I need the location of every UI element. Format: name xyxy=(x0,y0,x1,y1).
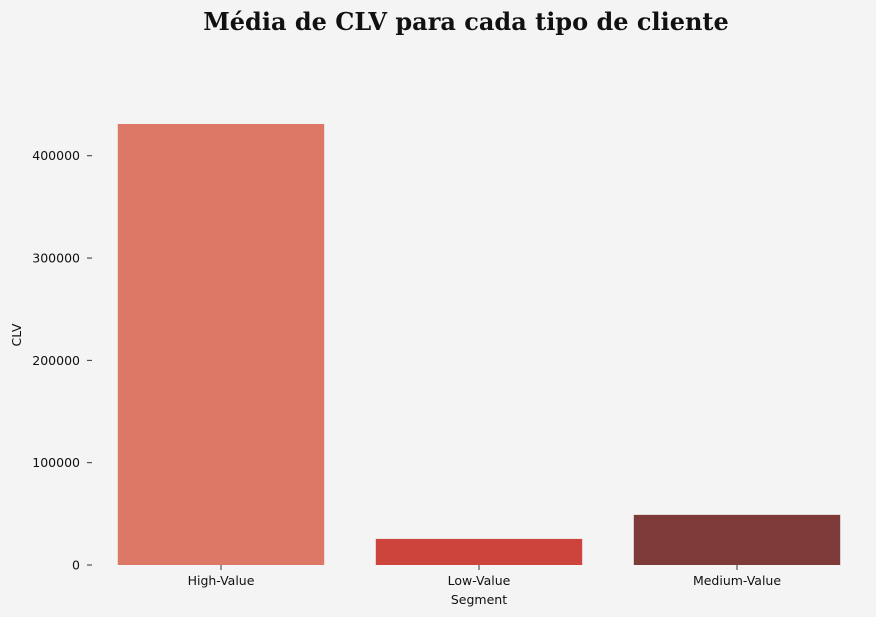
y-tick-label: 100000 xyxy=(32,455,80,470)
x-tick-label: Low-Value xyxy=(448,573,511,588)
bar-high-value xyxy=(117,124,325,565)
y-axis-label: CLV xyxy=(9,323,24,346)
y-tick-label: 0 xyxy=(72,558,80,573)
chart-title: Média de CLV para cada tipo de cliente xyxy=(203,7,729,36)
x-tick-label: Medium-Value xyxy=(693,573,781,588)
bar-low-value xyxy=(375,538,583,565)
y-tick-label: 400000 xyxy=(32,148,80,163)
x-tick-label: High-Value xyxy=(188,573,255,588)
y-tick-label: 300000 xyxy=(32,251,80,266)
y-tick-label: 200000 xyxy=(32,353,80,368)
bar-medium-value xyxy=(633,514,841,565)
x-axis-label: Segment xyxy=(451,592,507,607)
